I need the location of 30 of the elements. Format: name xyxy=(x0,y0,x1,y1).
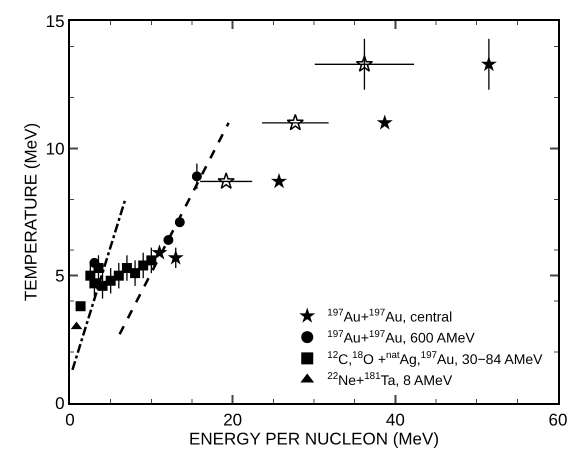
point xyxy=(138,260,148,270)
point xyxy=(76,301,86,312)
y-tick-label: 15 xyxy=(46,12,65,31)
point xyxy=(192,171,202,182)
y-tick-label: 10 xyxy=(46,139,65,158)
y-axis-title: TEMPERATURE (MeV) xyxy=(22,122,41,302)
x-tick-label: 40 xyxy=(386,410,405,430)
y-tick-label: 0 xyxy=(55,394,65,413)
point xyxy=(376,114,393,130)
point xyxy=(106,276,116,286)
point xyxy=(168,249,184,265)
point xyxy=(286,114,304,130)
legend-label: $^{197}$Au+$^{197}$Au, 600 AMeV xyxy=(327,328,476,346)
y-tick-label: 5 xyxy=(55,266,65,286)
legend-label: $^{22}$Ne+$^{181}$Ta, 8 AMeV xyxy=(327,371,453,388)
x-tick-label: 60 xyxy=(548,410,568,430)
x-tick-label: 20 xyxy=(223,410,242,430)
point xyxy=(146,255,156,266)
point xyxy=(114,270,124,281)
legend-label: $^{197}$Au+$^{197}$Au, central xyxy=(327,308,452,324)
point xyxy=(480,56,497,72)
x-axis-title: ENERGY PER NUCLEON (MeV) xyxy=(188,429,440,448)
point xyxy=(356,55,374,72)
legend-label: $^{12}$C,$^{18}$O +$^{nat}$Ag,$^{197}$Au, 30−84 AMeV xyxy=(327,350,544,367)
point xyxy=(122,263,132,274)
point xyxy=(93,263,104,274)
point xyxy=(130,268,140,278)
point xyxy=(271,173,288,188)
point xyxy=(163,235,174,246)
point xyxy=(217,172,235,189)
